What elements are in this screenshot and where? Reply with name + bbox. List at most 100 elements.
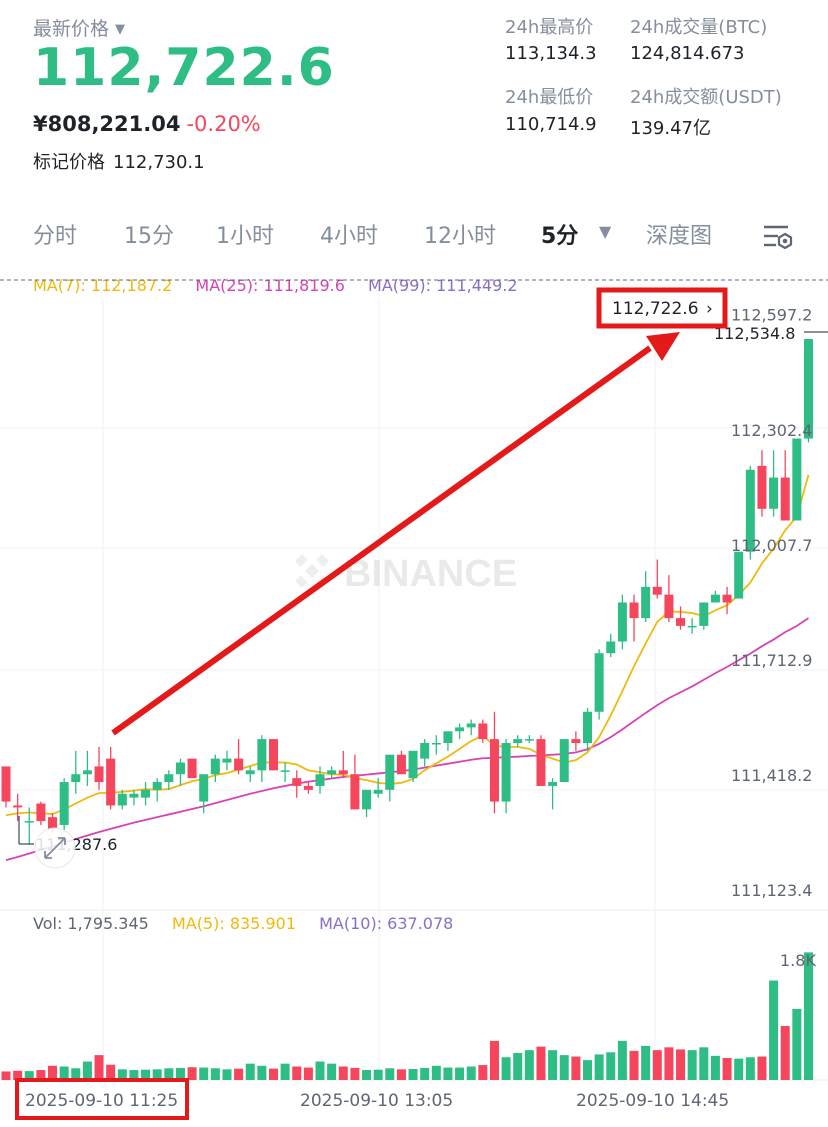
candle-body [106,758,116,806]
candle-body [489,739,499,802]
volume-bar [583,1060,592,1080]
volume-bar [82,1061,92,1080]
candle-body [455,727,465,732]
volume-bar [431,1065,441,1080]
candle-body [606,641,616,654]
chevron-right-icon: › [706,299,713,319]
last-price: 112,722.6 [33,38,335,98]
tab-5m[interactable]: 5分 [541,224,579,249]
volume-bar [548,1050,558,1080]
candle-body [373,789,383,794]
candle-body [548,782,558,786]
candle-body [280,770,290,772]
candle-body [350,774,360,810]
candle-body [641,586,651,619]
candle-body [559,739,569,783]
volume-bar [559,1055,569,1080]
volume-bar [48,1065,58,1080]
volume-bar [385,1068,395,1080]
y-tick-label: 111,123.4 [731,881,812,900]
y-tick-label: 112,007.7 [731,536,812,555]
candle-body [164,774,174,783]
volume-bar [443,1067,453,1080]
volume-bar [13,1070,23,1080]
candle-body [652,586,662,595]
latest-price-label-text: 最新价格 [33,18,110,40]
tab-4h[interactable]: 4小时 [320,224,378,249]
candle-body [234,758,244,771]
tab-12h[interactable]: 12小时 [424,224,496,249]
candle-body [152,782,162,790]
tab-1h[interactable]: 1小时 [216,224,274,249]
candle-body [501,743,511,802]
volume-bar [164,1068,174,1080]
volume-bar [175,1067,185,1080]
candle-body [1,766,11,802]
chart-grid [0,298,828,1081]
candle-body [13,805,23,808]
mark-price-value: 112,730.1 [113,152,205,173]
chart-settings-icon[interactable] [762,222,796,258]
volume-bar [699,1047,709,1080]
volume-bar [501,1057,511,1080]
ma25-line [5,617,809,861]
max-marker: 112,534.8 [714,324,795,343]
candle-body [362,789,372,810]
candle-body [687,625,697,628]
ma99-legend: MA(99): 111,449.2 [368,276,518,295]
candle-body [803,338,813,439]
current-price-tag: 112,722.6 [612,299,699,319]
low-label: 24h最低价 [505,87,594,108]
tab-depth[interactable]: 深度图 [646,224,713,249]
volume-bar [536,1046,546,1080]
candle-body [303,785,313,790]
volume-bar [94,1055,104,1080]
tab-15m[interactable]: 15分 [124,224,174,249]
candle-body [210,758,220,775]
high-label: 24h最高价 [505,17,594,38]
volume-bar [350,1067,360,1080]
candle-body [82,770,92,775]
latest-price-label[interactable]: 最新价格 ▼ [33,14,125,41]
caret-down-icon: ▼ [115,22,126,37]
vol-btc-value: 124,814.673 [630,43,745,64]
candle-body [245,770,255,775]
volume-bar [455,1067,465,1080]
volume-bar [280,1063,290,1080]
price-chart[interactable]: BINANCE 112,597.2 112,302.4 112,007.7 111,7… [0,265,828,1127]
volume-bar [234,1068,244,1080]
cny-price-row: ¥808,221.04 -0.20% [33,112,261,136]
volume-bar [803,952,813,1080]
cny-price: ¥808,221.04 [33,112,181,136]
volume-bar [687,1050,697,1080]
volume-bar [745,1057,755,1080]
candle-body [571,739,581,744]
volume-bar [59,1066,69,1080]
volume-bar [373,1069,383,1080]
ma-legend: MA(7): 112,187.2 MA(25): 111,819.6 MA(99… [33,276,518,295]
volume-bar [466,1066,476,1080]
ma7-line [5,474,810,817]
candle-body [338,770,348,775]
volume-ma5: MA(5): 835.901 [171,914,296,933]
caret-down-icon[interactable]: ▼ [599,222,612,241]
volume-bar [676,1049,686,1080]
candle-body [513,739,523,744]
volume-bar [396,1069,406,1080]
expand-arrows-icon[interactable] [34,827,76,869]
tab-time-sharing[interactable]: 分时 [33,224,78,249]
volume-max-label: 1.8K [780,951,816,970]
volume-bar [792,1008,802,1080]
candle-body [420,743,430,759]
volume-bar [524,1050,534,1080]
current-price-tag-box[interactable] [596,287,728,329]
candle-body [396,754,406,775]
candle-body [617,602,627,642]
ma7-legend: MA(7): 112,187.2 [33,276,173,295]
volume-bar [210,1068,220,1080]
candle-body [94,766,104,783]
candle-body [478,723,488,740]
volume-bar [152,1069,162,1080]
candle-body [722,594,732,603]
candle-body [757,465,767,509]
